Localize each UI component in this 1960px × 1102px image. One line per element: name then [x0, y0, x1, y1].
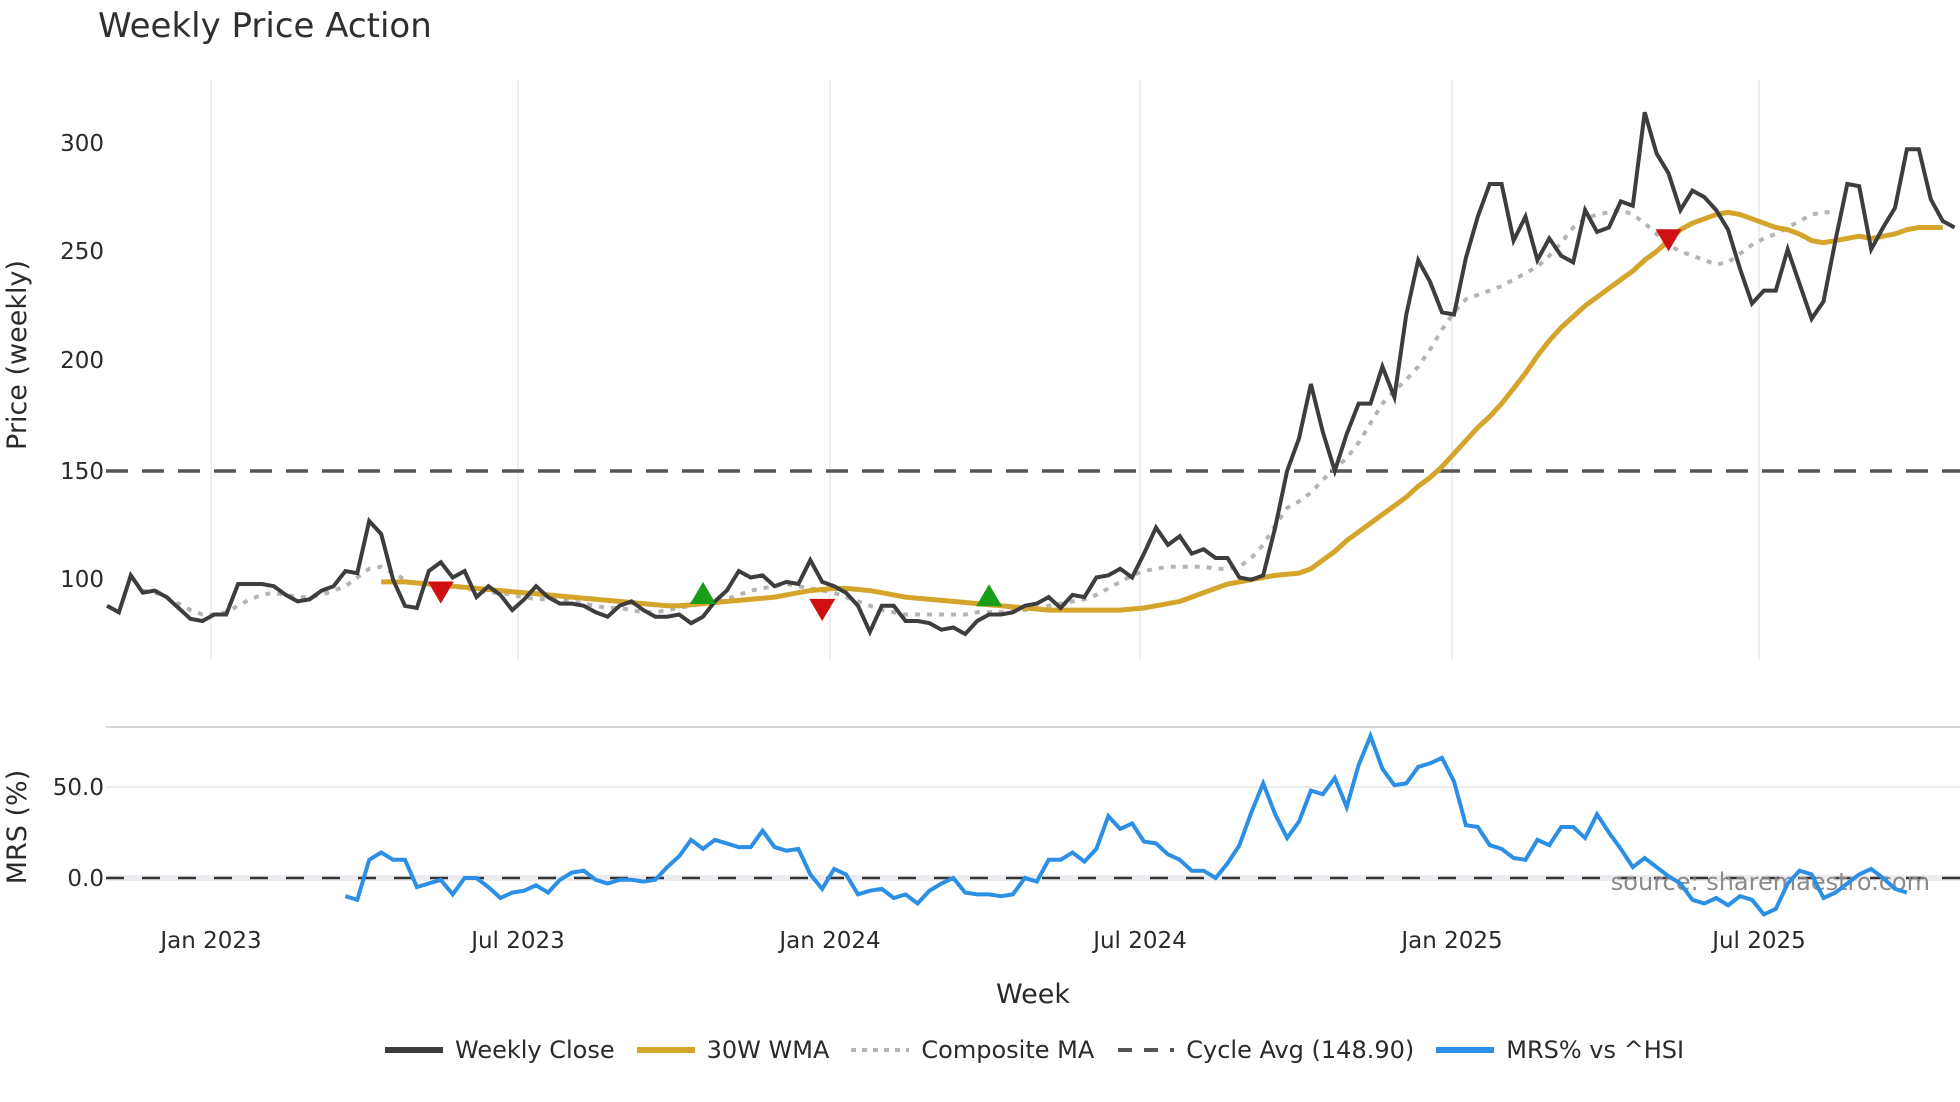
price-ytick-300: 300	[60, 131, 104, 157]
mrs-line	[344, 730, 1908, 917]
price-panel	[106, 111, 1960, 637]
price-ytick-200: 200	[60, 348, 104, 374]
sell-signal-triangle-down-icon	[1655, 229, 1682, 252]
price-ytick-100: 100	[60, 567, 104, 593]
chart-title: Weekly Price Action	[98, 6, 432, 46]
x-axis-label: Week	[996, 979, 1070, 1010]
legend-label: Cycle Avg (148.90)	[1186, 1036, 1415, 1064]
mrs-ytick-50: 50.0	[53, 775, 104, 801]
legend-label: 30W WMA	[706, 1036, 830, 1064]
xtick-jan-2023: Jan 2023	[158, 928, 261, 954]
legend-item-mrs[interactable]: MRS% vs ^HSI	[1436, 1036, 1684, 1064]
solid-line-swatch-icon	[1436, 1047, 1495, 1053]
xtick-jul-2024: Jul 2024	[1091, 928, 1187, 954]
legend-label: MRS% vs ^HSI	[1506, 1036, 1685, 1064]
vertical-gridlines	[210, 80, 1760, 660]
weekly-close-line	[106, 111, 1956, 637]
legend-item-weekly-close[interactable]: Weekly Close	[385, 1036, 615, 1064]
source-watermark: source: sharemaestro.com	[1611, 868, 1930, 896]
buy-signal-triangle-up-icon	[976, 584, 1003, 607]
wma-30w-line	[381, 209, 1943, 613]
price-axis-label: Price (weekly)	[2, 260, 33, 450]
sell-signal-triangle-down-icon	[809, 598, 836, 621]
price-ytick-250: 250	[60, 239, 104, 265]
mrs-panel: source: sharemaestro.com	[106, 726, 1960, 917]
price-ytick-150: 150	[60, 459, 104, 485]
xtick-jul-2025: Jul 2025	[1710, 928, 1806, 954]
legend-label: Composite MA	[921, 1036, 1095, 1064]
dashed-line-swatch-icon	[1118, 1048, 1175, 1052]
legend-item-cycle-avg[interactable]: Cycle Avg (148.90)	[1116, 1036, 1414, 1064]
xtick-jan-2025: Jan 2025	[1399, 928, 1502, 954]
mrs-ytick-0: 0.0	[67, 866, 104, 892]
solid-line-swatch-icon	[636, 1047, 695, 1053]
solid-line-swatch-icon	[385, 1047, 443, 1053]
xtick-jul-2023: Jul 2023	[469, 928, 565, 954]
legend: Weekly Close 30W WMA Composite MA Cycle …	[385, 1036, 1706, 1064]
legend-item-composite-ma[interactable]: Composite MA	[851, 1036, 1094, 1064]
sell-signal-triangle-down-icon	[427, 581, 454, 604]
legend-label: Weekly Close	[455, 1036, 615, 1064]
signal-markers	[427, 229, 1682, 621]
composite-ma-line	[142, 208, 1836, 617]
legend-item-30w-wma[interactable]: 30W WMA	[636, 1036, 830, 1064]
buy-signal-triangle-up-icon	[690, 581, 716, 605]
mrs-axis-label: MRS (%)	[2, 770, 33, 885]
dotted-line-swatch-icon	[851, 1048, 910, 1052]
xtick-jan-2024: Jan 2024	[777, 928, 880, 954]
